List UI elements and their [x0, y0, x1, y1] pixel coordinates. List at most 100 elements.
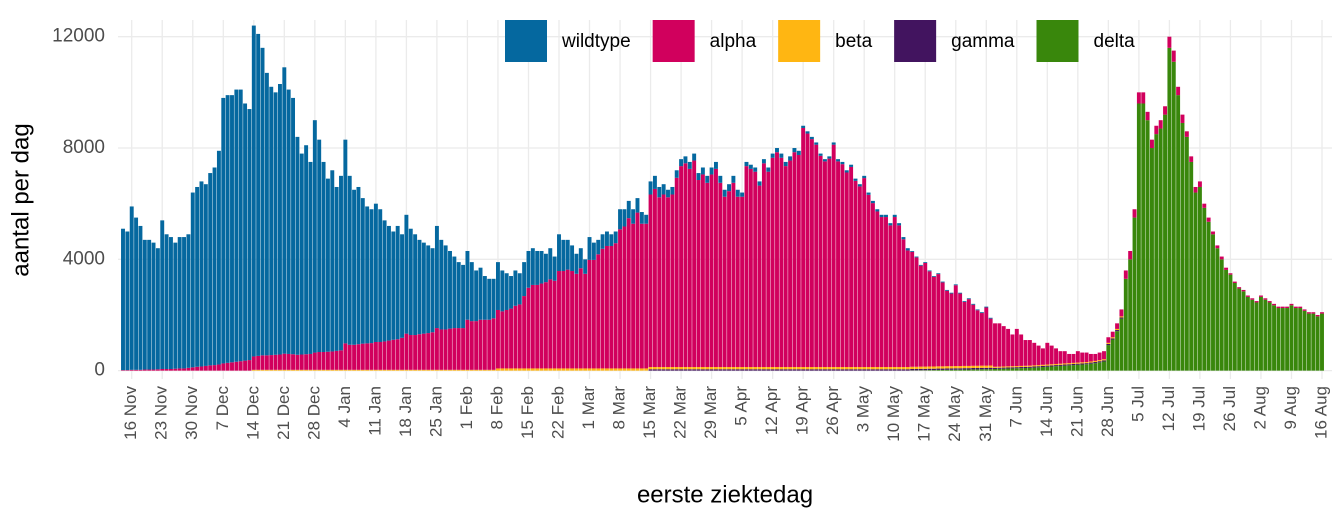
bar	[1119, 319, 1123, 371]
bar	[745, 369, 749, 370]
bar	[631, 368, 635, 370]
bar	[548, 368, 552, 370]
x-axis-title: eerste ziektedag	[637, 481, 813, 508]
bar	[291, 370, 295, 371]
bar	[923, 262, 927, 263]
bar	[1303, 309, 1307, 310]
bar	[1202, 208, 1206, 371]
x-tick-label: 14 Dec	[243, 386, 262, 440]
bar	[313, 120, 317, 352]
bar	[561, 271, 565, 368]
bar	[147, 240, 151, 370]
bar	[195, 187, 199, 367]
bar	[705, 369, 709, 370]
bar	[548, 279, 552, 368]
bar	[535, 285, 539, 368]
bar	[404, 334, 408, 370]
bar	[426, 333, 430, 370]
bar	[461, 370, 465, 371]
bar	[775, 369, 779, 370]
bar	[976, 310, 980, 366]
bar	[1154, 126, 1158, 134]
bar	[1124, 270, 1128, 278]
bar	[784, 367, 788, 369]
bar	[727, 191, 731, 367]
bar	[147, 370, 151, 371]
bar	[465, 251, 469, 320]
bar	[893, 217, 897, 367]
bar	[670, 367, 674, 369]
bar	[435, 226, 439, 328]
bar	[688, 162, 692, 169]
bar	[932, 370, 936, 371]
bar	[945, 291, 949, 366]
bar	[941, 282, 945, 283]
bar	[295, 370, 299, 371]
bar	[1054, 365, 1058, 366]
bar	[697, 173, 701, 180]
bar	[980, 366, 984, 368]
bar	[182, 237, 186, 368]
bar	[932, 369, 936, 370]
bar	[1215, 248, 1219, 370]
bar	[588, 260, 592, 369]
bar	[919, 369, 923, 370]
bar	[1010, 368, 1014, 370]
bar	[792, 148, 796, 152]
bar	[801, 128, 805, 367]
x-tick-label: 11 Jan	[365, 386, 384, 436]
bar	[452, 328, 456, 370]
x-tick-label: 29 Mar	[701, 386, 720, 439]
x-tick-label: 5 Apr	[732, 386, 751, 426]
bar	[753, 369, 757, 370]
bar	[723, 190, 727, 197]
bar	[980, 312, 984, 313]
bar	[832, 142, 836, 144]
bar	[1255, 301, 1259, 302]
bar	[553, 368, 557, 370]
bar	[204, 184, 208, 366]
bar	[836, 159, 840, 161]
bar	[409, 229, 413, 335]
bar	[949, 293, 953, 294]
bar	[653, 367, 657, 369]
bar	[880, 217, 884, 367]
bar	[932, 366, 936, 368]
bar	[527, 368, 531, 370]
bar	[1124, 279, 1128, 371]
bar	[967, 366, 971, 368]
bar	[670, 187, 674, 195]
bar	[282, 67, 286, 353]
bar	[1220, 257, 1224, 260]
bar	[1290, 304, 1294, 305]
bar	[819, 369, 823, 370]
bar	[261, 48, 265, 356]
bar	[679, 367, 683, 369]
bar	[134, 218, 138, 370]
bar	[295, 355, 299, 370]
bar	[771, 367, 775, 369]
bar	[649, 181, 653, 194]
bar	[910, 251, 914, 252]
bar	[1211, 234, 1215, 370]
bar	[1050, 366, 1054, 370]
bar	[888, 369, 892, 370]
bar	[1263, 298, 1267, 299]
bar	[208, 365, 212, 370]
bar	[439, 240, 443, 330]
bar	[448, 251, 452, 329]
bar	[1019, 368, 1023, 371]
bar	[295, 137, 299, 355]
bar	[958, 370, 962, 371]
bar	[1037, 365, 1041, 366]
bar	[657, 369, 661, 370]
bar	[1024, 368, 1028, 371]
bar	[976, 366, 980, 368]
bar	[758, 181, 762, 185]
bar	[391, 370, 395, 371]
bar	[426, 370, 430, 371]
bar	[418, 370, 422, 371]
x-tick-label: 19 Jul	[1189, 386, 1208, 431]
bar	[570, 245, 574, 271]
bar	[762, 369, 766, 370]
